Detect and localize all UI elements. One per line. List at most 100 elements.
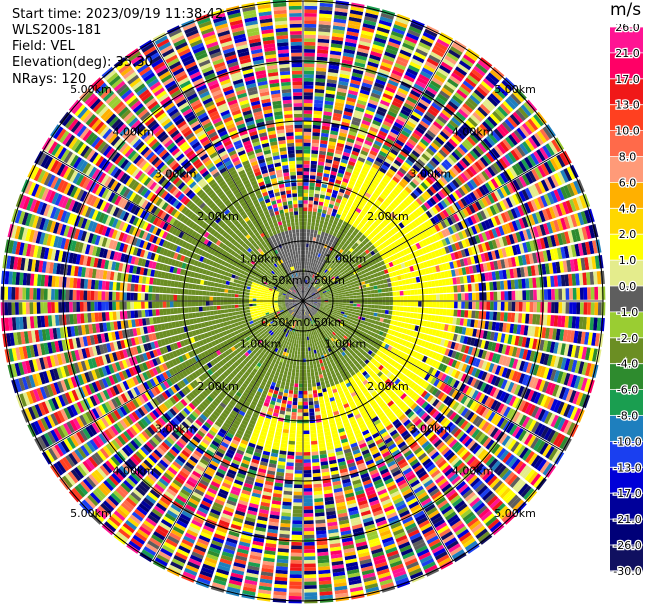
velocity-gate	[308, 193, 314, 198]
velocity-gate	[394, 20, 408, 29]
velocity-gate	[500, 312, 505, 322]
velocity-gate	[362, 310, 367, 315]
velocity-gate	[321, 231, 325, 236]
velocity-gate	[337, 87, 347, 94]
velocity-gate	[344, 107, 354, 113]
velocity-gate	[362, 166, 370, 173]
velocity-gate	[378, 130, 388, 137]
velocity-gate	[329, 177, 336, 183]
velocity-gate	[395, 17, 409, 25]
velocity-gate	[375, 33, 388, 41]
velocity-gate	[367, 308, 371, 312]
velocity-gate	[327, 75, 338, 81]
velocity-gate	[336, 176, 343, 181]
velocity-gate	[337, 84, 348, 90]
velocity-gate	[334, 102, 345, 108]
velocity-gate	[343, 48, 356, 55]
velocity-gate	[309, 189, 315, 194]
velocity-gate	[370, 123, 380, 130]
velocity-gate	[348, 308, 353, 312]
velocity-gate	[310, 168, 317, 173]
velocity-gate	[357, 133, 366, 140]
velocity-gate	[304, 283, 306, 287]
velocity-gate	[333, 220, 338, 226]
velocity-gate	[314, 267, 318, 272]
velocity-gate	[326, 188, 333, 194]
velocity-gate	[457, 301, 462, 309]
velocity-gate	[335, 302, 339, 305]
velocity-gate	[318, 31, 331, 36]
velocity-gate	[399, 290, 404, 296]
velocity-gate	[316, 382, 321, 387]
velocity-gate	[314, 103, 323, 108]
velocity-gate	[351, 120, 361, 127]
velocity-gate	[310, 164, 317, 169]
velocity-gate	[561, 302, 566, 314]
velocity-gate	[303, 294, 305, 298]
velocity-gate	[436, 294, 440, 301]
velocity-gate	[332, 116, 342, 122]
velocity-gate	[340, 70, 351, 76]
velocity-gate	[303, 347, 306, 352]
velocity-gate	[303, 380, 307, 384]
velocity-gate	[306, 336, 309, 341]
velocity-gate	[344, 171, 352, 177]
velocity-gate	[467, 310, 472, 318]
velocity-gate	[406, 32, 419, 41]
velocity-gate	[345, 104, 355, 110]
velocity-gate	[318, 27, 331, 33]
velocity-gate	[310, 365, 314, 369]
velocity-gate	[359, 89, 370, 96]
velocity-gate	[331, 297, 336, 300]
velocity-gate	[407, 295, 411, 301]
velocity-gate	[303, 207, 308, 212]
velocity-gate	[314, 368, 318, 373]
velocity-gate	[313, 364, 317, 369]
velocity-gate	[319, 246, 324, 251]
velocity-gate	[387, 110, 397, 118]
velocity-gate	[303, 243, 306, 248]
velocity-gate	[314, 92, 324, 97]
velocity-gate	[387, 314, 392, 320]
velocity-gate	[312, 237, 317, 242]
velocity-gate	[308, 261, 312, 266]
velocity-gate	[515, 290, 519, 301]
velocity-gate	[311, 258, 314, 263]
velocity-gate	[303, 351, 306, 355]
velocity-gate	[314, 190, 320, 195]
velocity-gate	[335, 98, 345, 104]
velocity-gate	[304, 290, 306, 294]
velocity-gate	[323, 236, 328, 241]
velocity-gate	[351, 150, 360, 157]
velocity-gate	[346, 298, 350, 301]
velocity-gate	[308, 265, 311, 270]
velocity-gate	[306, 229, 311, 233]
velocity-gate	[304, 286, 306, 291]
velocity-gate	[407, 301, 411, 307]
velocity-gate	[313, 393, 318, 398]
velocity-gate	[399, 285, 404, 291]
velocity-gate	[504, 301, 509, 311]
velocity-gate	[312, 462, 320, 467]
velocity-gate	[353, 317, 358, 322]
velocity-gate	[393, 97, 404, 105]
velocity-gate	[450, 301, 455, 309]
velocity-gate	[508, 291, 512, 301]
velocity-gate	[461, 293, 465, 301]
velocity-gate	[457, 309, 462, 317]
velocity-gate	[324, 97, 335, 102]
velocity-gate	[306, 261, 309, 266]
velocity-gate	[372, 85, 384, 93]
velocity-gate	[338, 132, 347, 138]
velocity-gate	[312, 211, 317, 216]
velocity-gate	[303, 131, 312, 136]
velocity-gate	[303, 337, 305, 341]
velocity-gate	[330, 50, 342, 56]
velocity-gate	[400, 46, 414, 54]
velocity-gate	[410, 22, 424, 31]
velocity-gate	[323, 202, 329, 207]
velocity-gate	[442, 309, 447, 316]
velocity-gate	[324, 166, 331, 171]
velocity-gate	[311, 142, 319, 147]
velocity-gate	[361, 119, 371, 126]
